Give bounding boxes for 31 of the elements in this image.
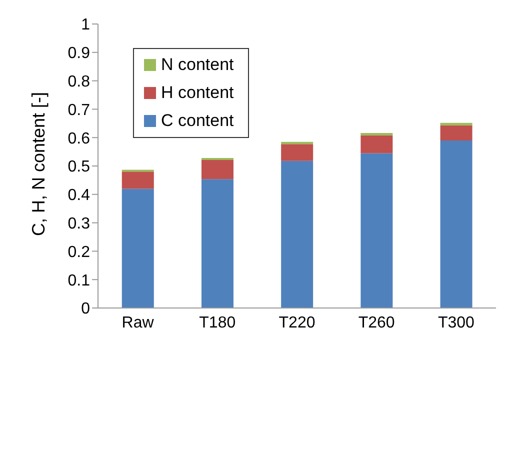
x-tick-label: T220 — [278, 314, 316, 332]
bar — [440, 122, 472, 126]
bar — [360, 153, 393, 308]
x-tick-label: T180 — [199, 314, 236, 332]
y-tick-label: 0.6 — [68, 130, 90, 148]
y-axis-title: C, H, N content [-] — [28, 92, 48, 236]
x-tick-label: T300 — [438, 314, 475, 332]
x-tick-label: Raw — [122, 314, 154, 332]
bar — [201, 179, 234, 308]
y-tick-label: 0.4 — [68, 187, 90, 204]
legend-label: H content — [160, 83, 234, 103]
y-tick-label: 0.1 — [68, 272, 90, 290]
bar — [122, 188, 154, 308]
legend-label: C content — [160, 111, 234, 131]
y-tick-label: 0.7 — [68, 102, 90, 119]
y-tick-label: 0.9 — [68, 45, 90, 62]
x-tick-label: T260 — [358, 314, 395, 332]
bar — [360, 135, 393, 154]
y-tick-label: 0.8 — [68, 73, 90, 90]
y-tick-label: 0.5 — [68, 158, 90, 176]
y-tick-label: 0.2 — [68, 244, 90, 261]
y-tick-label: 0.3 — [68, 215, 90, 232]
bar — [281, 144, 314, 161]
y-tick-label: 1 — [81, 16, 90, 34]
bar — [122, 172, 154, 189]
bar — [281, 160, 314, 308]
bar — [440, 140, 472, 308]
bar — [440, 125, 472, 140]
legend-label: N content — [160, 55, 234, 75]
y-tick-label: 0 — [81, 300, 90, 318]
bar — [201, 160, 234, 180]
